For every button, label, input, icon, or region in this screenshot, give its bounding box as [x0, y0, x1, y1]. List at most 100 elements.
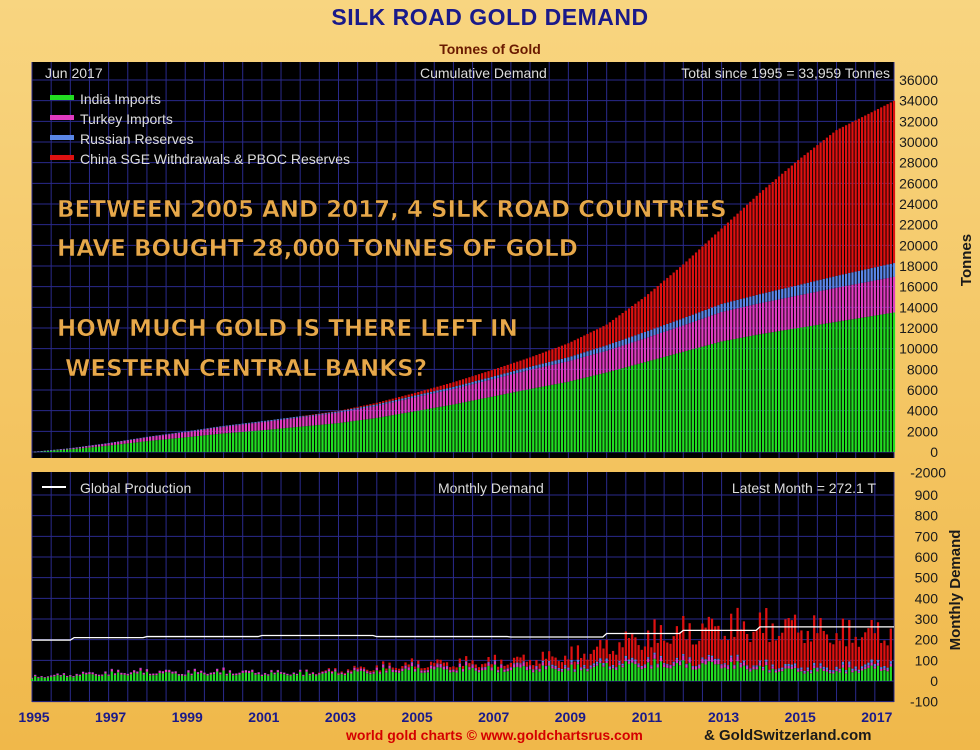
bar-russia — [177, 432, 180, 434]
monthly-bar-china — [771, 623, 774, 665]
monthly-bar-turkey — [710, 657, 714, 662]
monthly-bar-china — [675, 626, 679, 658]
monthly-bar-india — [206, 675, 209, 681]
bar-india — [615, 369, 618, 452]
monthly-bar-turkey — [787, 665, 790, 669]
bar-russia — [726, 302, 730, 311]
bar-india — [337, 423, 340, 452]
monthly-bar-india — [289, 675, 292, 681]
bar-china — [723, 225, 726, 304]
bar-india — [455, 403, 458, 452]
monthly-bar-russia — [567, 667, 570, 670]
monthly-bar-china — [672, 636, 675, 662]
monthly-bar-turkey — [356, 669, 359, 672]
bar-russia — [91, 445, 94, 446]
bar-china — [541, 352, 544, 364]
bar-turkey — [110, 442, 113, 446]
bar-russia — [429, 391, 433, 394]
bottom-y-tick: 700 — [915, 528, 939, 544]
monthly-bar-turkey — [844, 671, 848, 674]
bar-india — [522, 390, 525, 452]
bar-india — [618, 368, 621, 452]
bar-china — [765, 187, 768, 293]
bar-turkey — [758, 303, 762, 335]
bar-turkey — [324, 414, 327, 425]
bar-china — [346, 408, 350, 410]
monthly-bar-russia — [637, 663, 640, 665]
bar-india — [803, 326, 806, 452]
monthly-bar-india — [286, 675, 289, 681]
monthly-bar-turkey — [525, 667, 528, 671]
bar-india — [53, 450, 56, 452]
bar-india — [503, 394, 506, 452]
bar-russia — [634, 335, 637, 342]
bar-india — [85, 447, 88, 452]
monthly-bar-russia — [841, 661, 845, 665]
bar-russia — [187, 431, 190, 432]
monthly-bar-turkey — [755, 666, 758, 670]
bar-india — [174, 438, 177, 452]
monthly-bar-turkey — [88, 672, 91, 674]
monthly-bar-turkey — [682, 655, 685, 661]
bar-russia — [212, 427, 216, 429]
bar-russia — [854, 271, 857, 285]
monthly-bar-turkey — [544, 666, 548, 670]
bar-china — [493, 369, 497, 377]
bar-india — [880, 314, 883, 452]
monthly-bar-russia — [468, 666, 471, 668]
bar-turkey — [404, 399, 407, 413]
monthly-bar-russia — [659, 655, 663, 658]
monthly-bar-russia — [883, 665, 886, 669]
bar-india — [263, 429, 267, 452]
monthly-bar-india — [305, 671, 308, 681]
monthly-bar-turkey — [180, 674, 184, 676]
monthly-bar-turkey — [720, 665, 723, 669]
monthly-bar-russia — [848, 661, 851, 665]
bar-india — [353, 420, 356, 452]
bar-india — [385, 416, 388, 452]
bar-india — [707, 344, 710, 452]
bar-india — [765, 333, 768, 452]
bar-russia — [851, 272, 854, 285]
monthly-bar-china — [857, 646, 860, 670]
bar-turkey — [177, 433, 180, 438]
bar-india — [398, 413, 401, 452]
bar-russia — [611, 343, 615, 349]
bar-russia — [321, 413, 324, 415]
bar-india — [701, 346, 704, 452]
monthly-bar-turkey — [570, 662, 573, 665]
bar-turkey — [129, 439, 133, 444]
monthly-bar-china — [366, 669, 369, 672]
monthly-bar-turkey — [232, 673, 235, 676]
monthly-bar-turkey — [765, 661, 768, 666]
monthly-bar-russia — [694, 665, 698, 667]
bar-china — [841, 126, 845, 275]
bar-russia — [129, 439, 133, 440]
monthly-bar-china — [334, 668, 337, 670]
bar-india — [560, 382, 564, 452]
bar-india — [844, 320, 848, 452]
monthly-bar-russia — [573, 669, 576, 671]
monthly-bar-china — [353, 665, 356, 668]
bar-india — [449, 405, 452, 452]
monthly-bar-russia — [793, 663, 797, 666]
bar-india — [270, 429, 273, 452]
monthly-bar-india — [30, 678, 34, 681]
monthly-bar-russia — [624, 655, 627, 659]
monthly-bar-india — [50, 676, 53, 681]
monthly-bar-turkey — [647, 658, 650, 663]
bar-india — [538, 387, 541, 452]
bar-china — [388, 399, 391, 402]
bar-russia — [366, 406, 369, 408]
monthly-bar-china — [346, 669, 350, 671]
monthly-bar-china — [350, 670, 353, 672]
bar-china — [800, 157, 803, 285]
bar-india — [471, 400, 474, 452]
bar-india — [838, 321, 841, 452]
bar-china — [413, 392, 417, 396]
monthly-bar-india — [69, 676, 72, 681]
bar-turkey — [525, 370, 528, 390]
bar-russia — [870, 268, 873, 282]
bar-turkey — [366, 407, 369, 420]
monthly-bar-china — [458, 658, 461, 664]
